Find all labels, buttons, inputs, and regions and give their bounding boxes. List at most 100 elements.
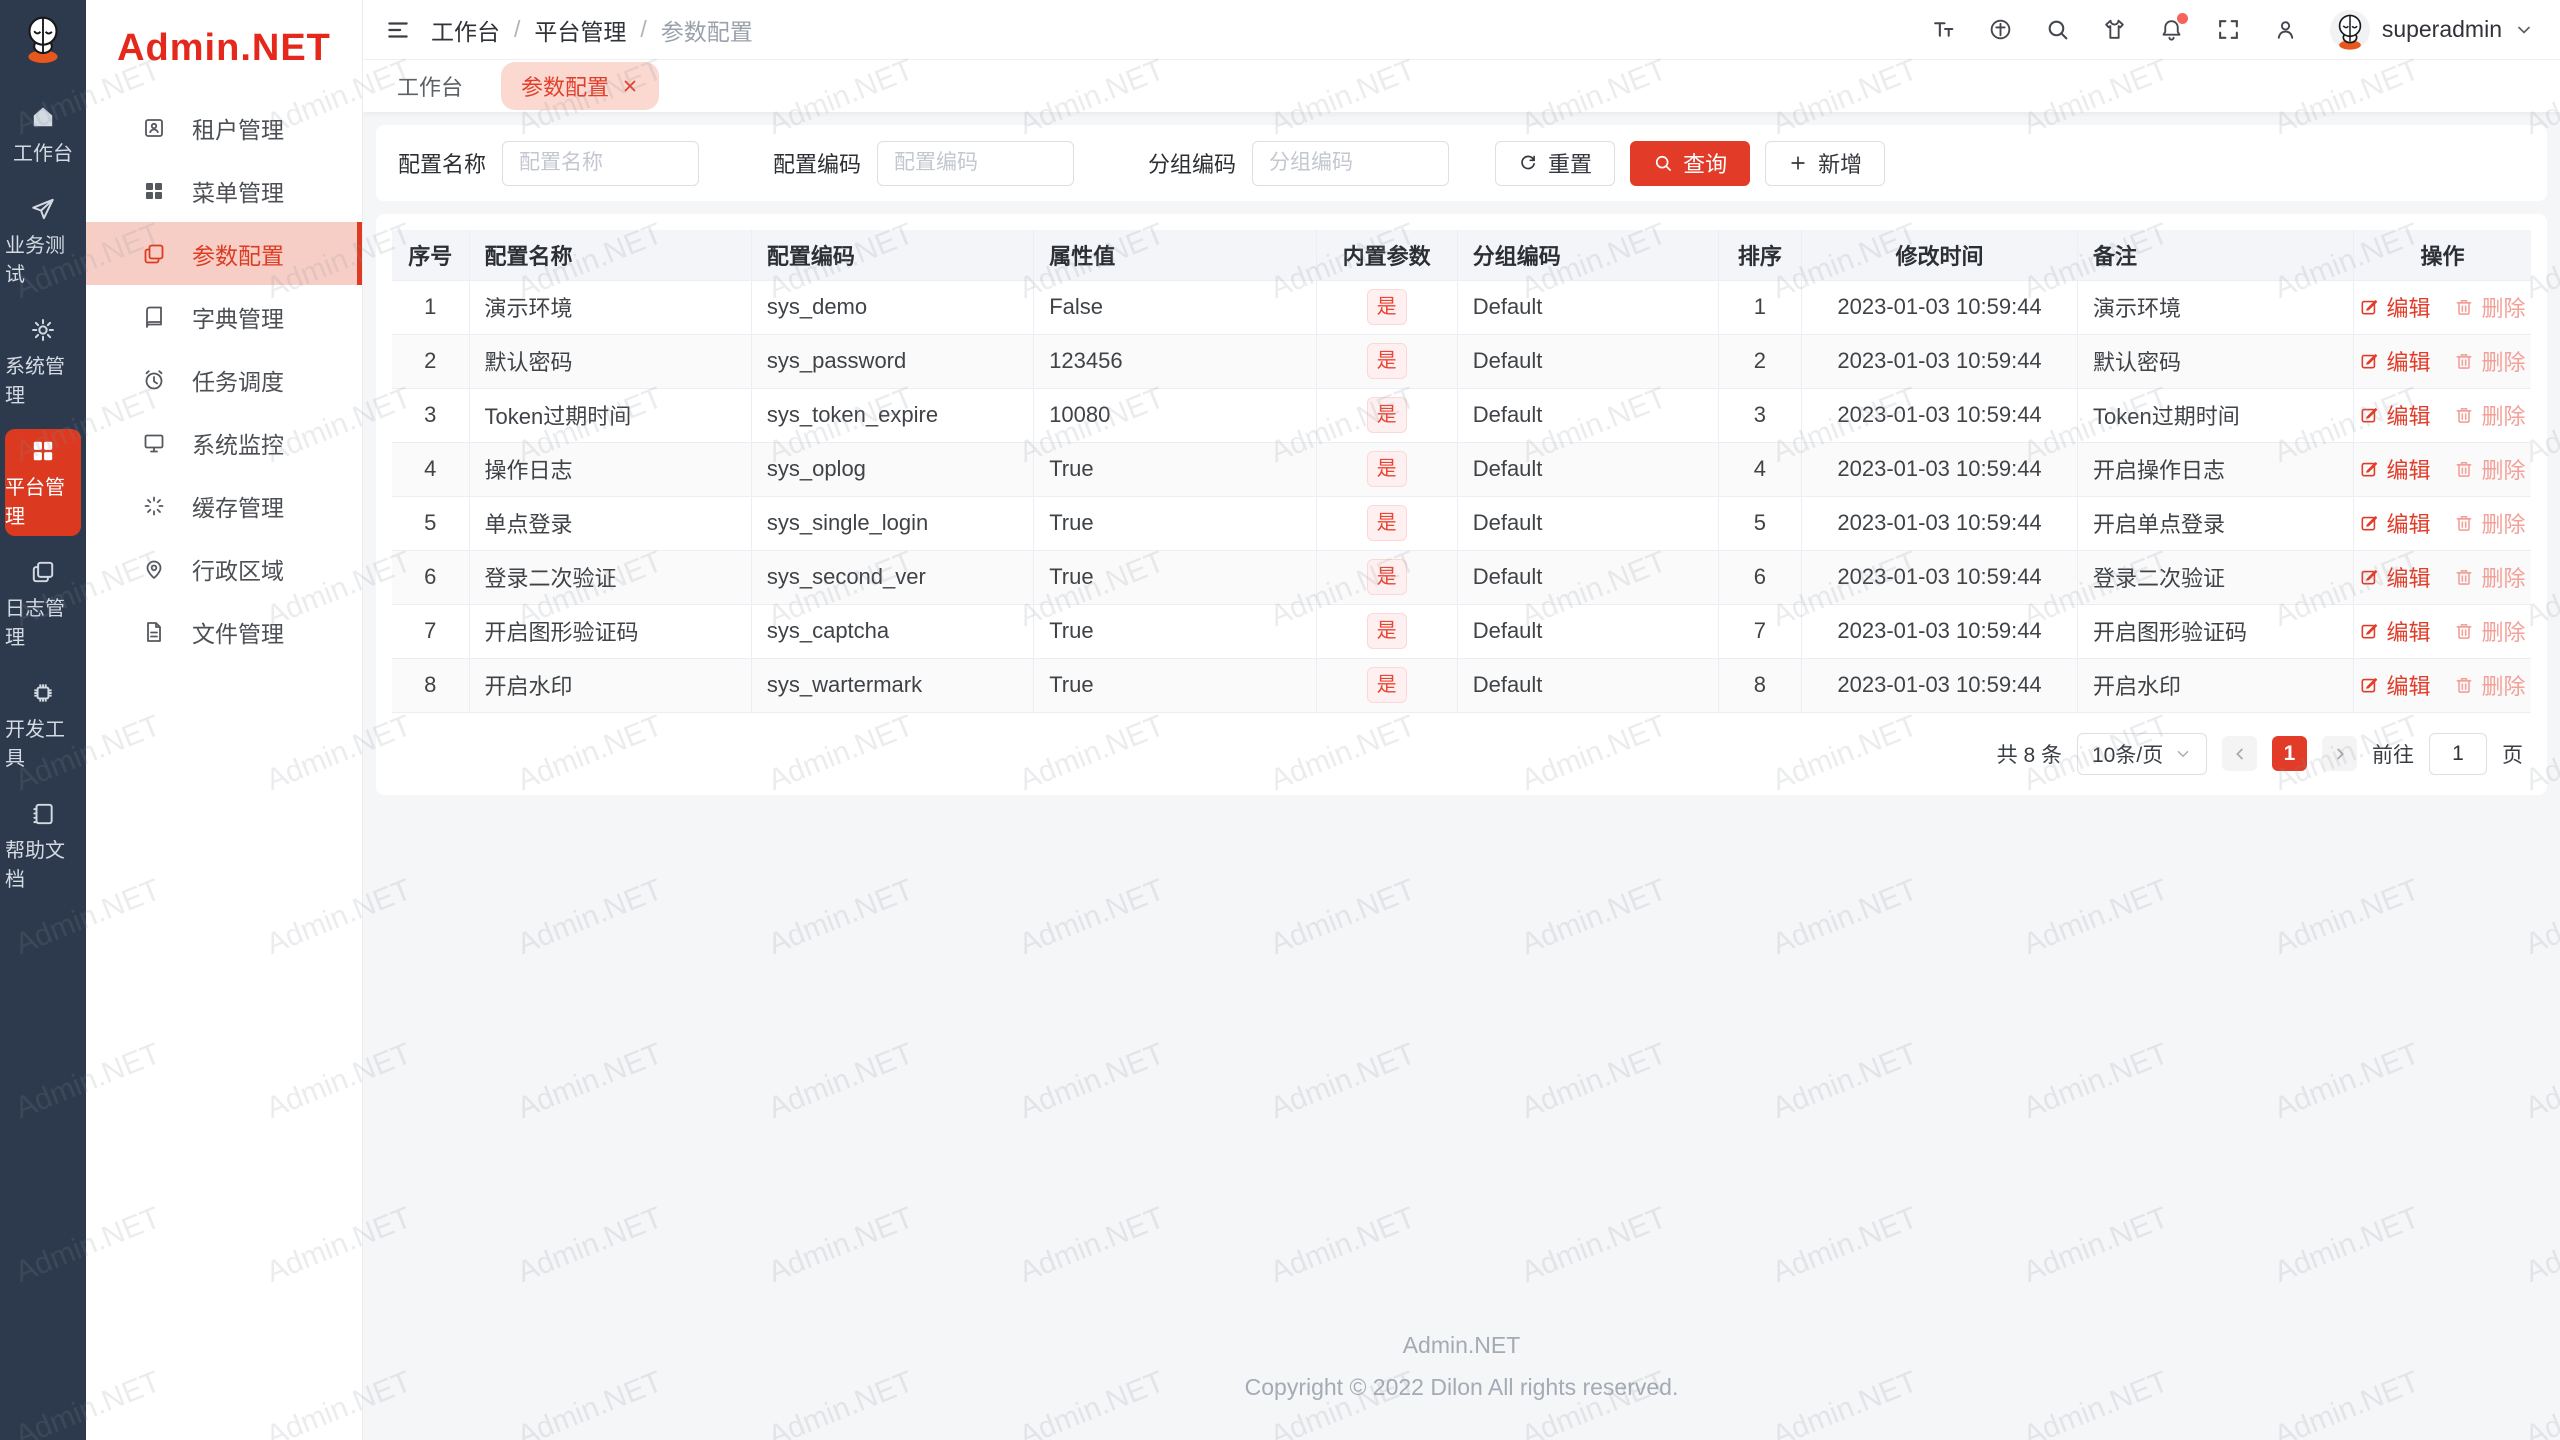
page-number-current[interactable]: 1 xyxy=(2272,736,2307,771)
sidebar-item-file[interactable]: 文件管理 xyxy=(86,600,362,663)
goto-page-input[interactable] xyxy=(2429,732,2487,775)
edit-button[interactable]: 编辑 xyxy=(2359,615,2430,647)
rail-item-business-test[interactable]: 业务测试 xyxy=(5,187,81,294)
page-unit-label: 页 xyxy=(2502,743,2523,767)
user-menu[interactable]: superadmin xyxy=(2329,9,2534,50)
fullscreen-icon[interactable] xyxy=(2216,17,2241,42)
tab-config[interactable]: 参数配置 xyxy=(501,62,660,110)
sidebar-item-config[interactable]: 参数配置 xyxy=(86,222,362,285)
sidebar-item-label: 字典管理 xyxy=(192,305,284,332)
col-remark: 备注 xyxy=(2077,230,2354,281)
cell-builtin: 是 xyxy=(1316,388,1458,443)
delete-button[interactable]: 删除 xyxy=(2454,615,2525,647)
search-icon[interactable] xyxy=(2045,17,2070,42)
sidebar-item-schedule[interactable]: 任务调度 xyxy=(86,348,362,411)
edit-button[interactable]: 编辑 xyxy=(2359,507,2430,539)
add-button[interactable]: 新增 xyxy=(1765,140,1886,186)
rail-item-platform-mgmt[interactable]: 平台管理 xyxy=(5,429,81,536)
language-icon[interactable] xyxy=(1988,17,2013,42)
sidebar-item-monitor[interactable]: 系统监控 xyxy=(86,411,362,474)
edit-label: 编辑 xyxy=(2386,350,2431,375)
filter-code-label: 配置编码 xyxy=(773,152,862,177)
sidebar-item-dictionary[interactable]: 字典管理 xyxy=(86,285,362,348)
cell-seq: 8 xyxy=(392,658,470,713)
config-name-input[interactable] xyxy=(502,140,700,186)
theme-icon[interactable] xyxy=(2102,17,2127,42)
prev-page-button[interactable] xyxy=(2222,736,2257,771)
delete-button[interactable]: 删除 xyxy=(2454,453,2525,485)
rail-item-label: 日志管理 xyxy=(5,598,65,649)
rail-item-dev-tools[interactable]: 开发工具 xyxy=(5,671,81,778)
config-table: 序号 配置名称 配置编码 属性值 内置参数 分组编码 排序 修改时间 备注 操作 xyxy=(392,230,2531,713)
delete-button[interactable]: 删除 xyxy=(2454,507,2525,539)
plus-icon xyxy=(1788,153,1808,173)
notification-icon[interactable] xyxy=(2159,13,2188,42)
delete-button[interactable]: 删除 xyxy=(2454,399,2525,431)
col-order: 排序 xyxy=(1718,230,1803,281)
page-size-select[interactable]: 10条/页 xyxy=(2077,732,2207,775)
edit-button[interactable]: 编辑 xyxy=(2359,561,2430,593)
edit-button[interactable]: 编辑 xyxy=(2359,399,2430,431)
config-code-input[interactable] xyxy=(877,140,1075,186)
edit-button[interactable]: 编辑 xyxy=(2359,453,2430,485)
rail-item-system-mgmt[interactable]: 系统管理 xyxy=(5,308,81,415)
delete-label: 删除 xyxy=(2481,350,2526,375)
rail-item-log-mgmt[interactable]: 日志管理 xyxy=(5,550,81,657)
app-rail: 工作台 业务测试 系统管理 平台管理 日志管理 开发工具 帮助文档 xyxy=(0,0,86,1440)
cell-group: Default xyxy=(1457,604,1719,659)
edit-button[interactable]: 编辑 xyxy=(2359,345,2430,377)
reset-button[interactable]: 重置 xyxy=(1495,140,1616,186)
col-actions: 操作 xyxy=(2353,230,2531,281)
region-icon xyxy=(142,557,166,581)
delete-label: 删除 xyxy=(2481,566,2526,591)
cell-code: sys_captcha xyxy=(751,604,1035,659)
sidebar-item-label: 菜单管理 xyxy=(192,179,284,206)
tab-workbench[interactable]: 工作台 xyxy=(397,75,464,100)
rail-item-help-docs[interactable]: 帮助文档 xyxy=(5,792,81,899)
delete-button[interactable]: 删除 xyxy=(2454,345,2525,377)
cell-order: 1 xyxy=(1718,280,1803,335)
breadcrumb-platform[interactable]: 平台管理 xyxy=(534,18,627,45)
delete-button[interactable]: 删除 xyxy=(2454,669,2525,701)
table-row: 2 默认密码 sys_password 123456 是 Default 2 2… xyxy=(392,334,2531,389)
menu-fold-icon[interactable] xyxy=(385,17,411,43)
cell-order: 8 xyxy=(1718,658,1803,713)
font-size-icon[interactable] xyxy=(1931,17,1956,42)
edit-icon xyxy=(2359,621,2379,641)
cell-time: 2023-01-03 10:59:44 xyxy=(1801,496,2078,551)
search-button[interactable]: 查询 xyxy=(1630,140,1751,186)
trash-icon xyxy=(2454,513,2474,533)
next-page-button[interactable] xyxy=(2322,736,2357,771)
col-group: 分组编码 xyxy=(1457,230,1719,281)
filter-field-name: 配置名称 xyxy=(398,140,700,186)
builtin-badge: 是 xyxy=(1366,289,1407,325)
edit-icon xyxy=(2359,513,2379,533)
builtin-badge: 是 xyxy=(1366,451,1407,487)
group-code-input[interactable] xyxy=(1252,140,1450,186)
cell-seq: 6 xyxy=(392,550,470,605)
table-row: 8 开启水印 sys_wartermark True 是 Default 8 2… xyxy=(392,658,2531,713)
builtin-badge: 是 xyxy=(1366,559,1407,595)
edit-label: 编辑 xyxy=(2386,458,2431,483)
profile-icon[interactable] xyxy=(2273,17,2298,42)
edit-icon xyxy=(2359,297,2379,317)
builtin-badge: 是 xyxy=(1366,667,1407,703)
filter-field-code: 配置编码 xyxy=(773,140,1075,186)
col-value: 属性值 xyxy=(1033,230,1317,281)
edit-button[interactable]: 编辑 xyxy=(2359,669,2430,701)
edit-button[interactable]: 编辑 xyxy=(2359,291,2430,323)
cell-code: sys_single_login xyxy=(751,496,1035,551)
sidebar-item-cache[interactable]: 缓存管理 xyxy=(86,474,362,537)
delete-button[interactable]: 删除 xyxy=(2454,291,2525,323)
rail-item-workbench[interactable]: 工作台 xyxy=(5,95,81,173)
delete-button[interactable]: 删除 xyxy=(2454,561,2525,593)
trash-icon xyxy=(2454,459,2474,479)
sidebar-item-menu[interactable]: 菜单管理 xyxy=(86,159,362,222)
breadcrumb-workbench[interactable]: 工作台 xyxy=(431,18,500,45)
close-icon[interactable] xyxy=(621,77,639,95)
sidebar-item-region[interactable]: 行政区域 xyxy=(86,537,362,600)
monitor-icon xyxy=(142,431,166,455)
sidebar-item-tenant[interactable]: 租户管理 xyxy=(86,96,362,159)
cell-group: Default xyxy=(1457,280,1719,335)
edit-icon xyxy=(2359,567,2379,587)
